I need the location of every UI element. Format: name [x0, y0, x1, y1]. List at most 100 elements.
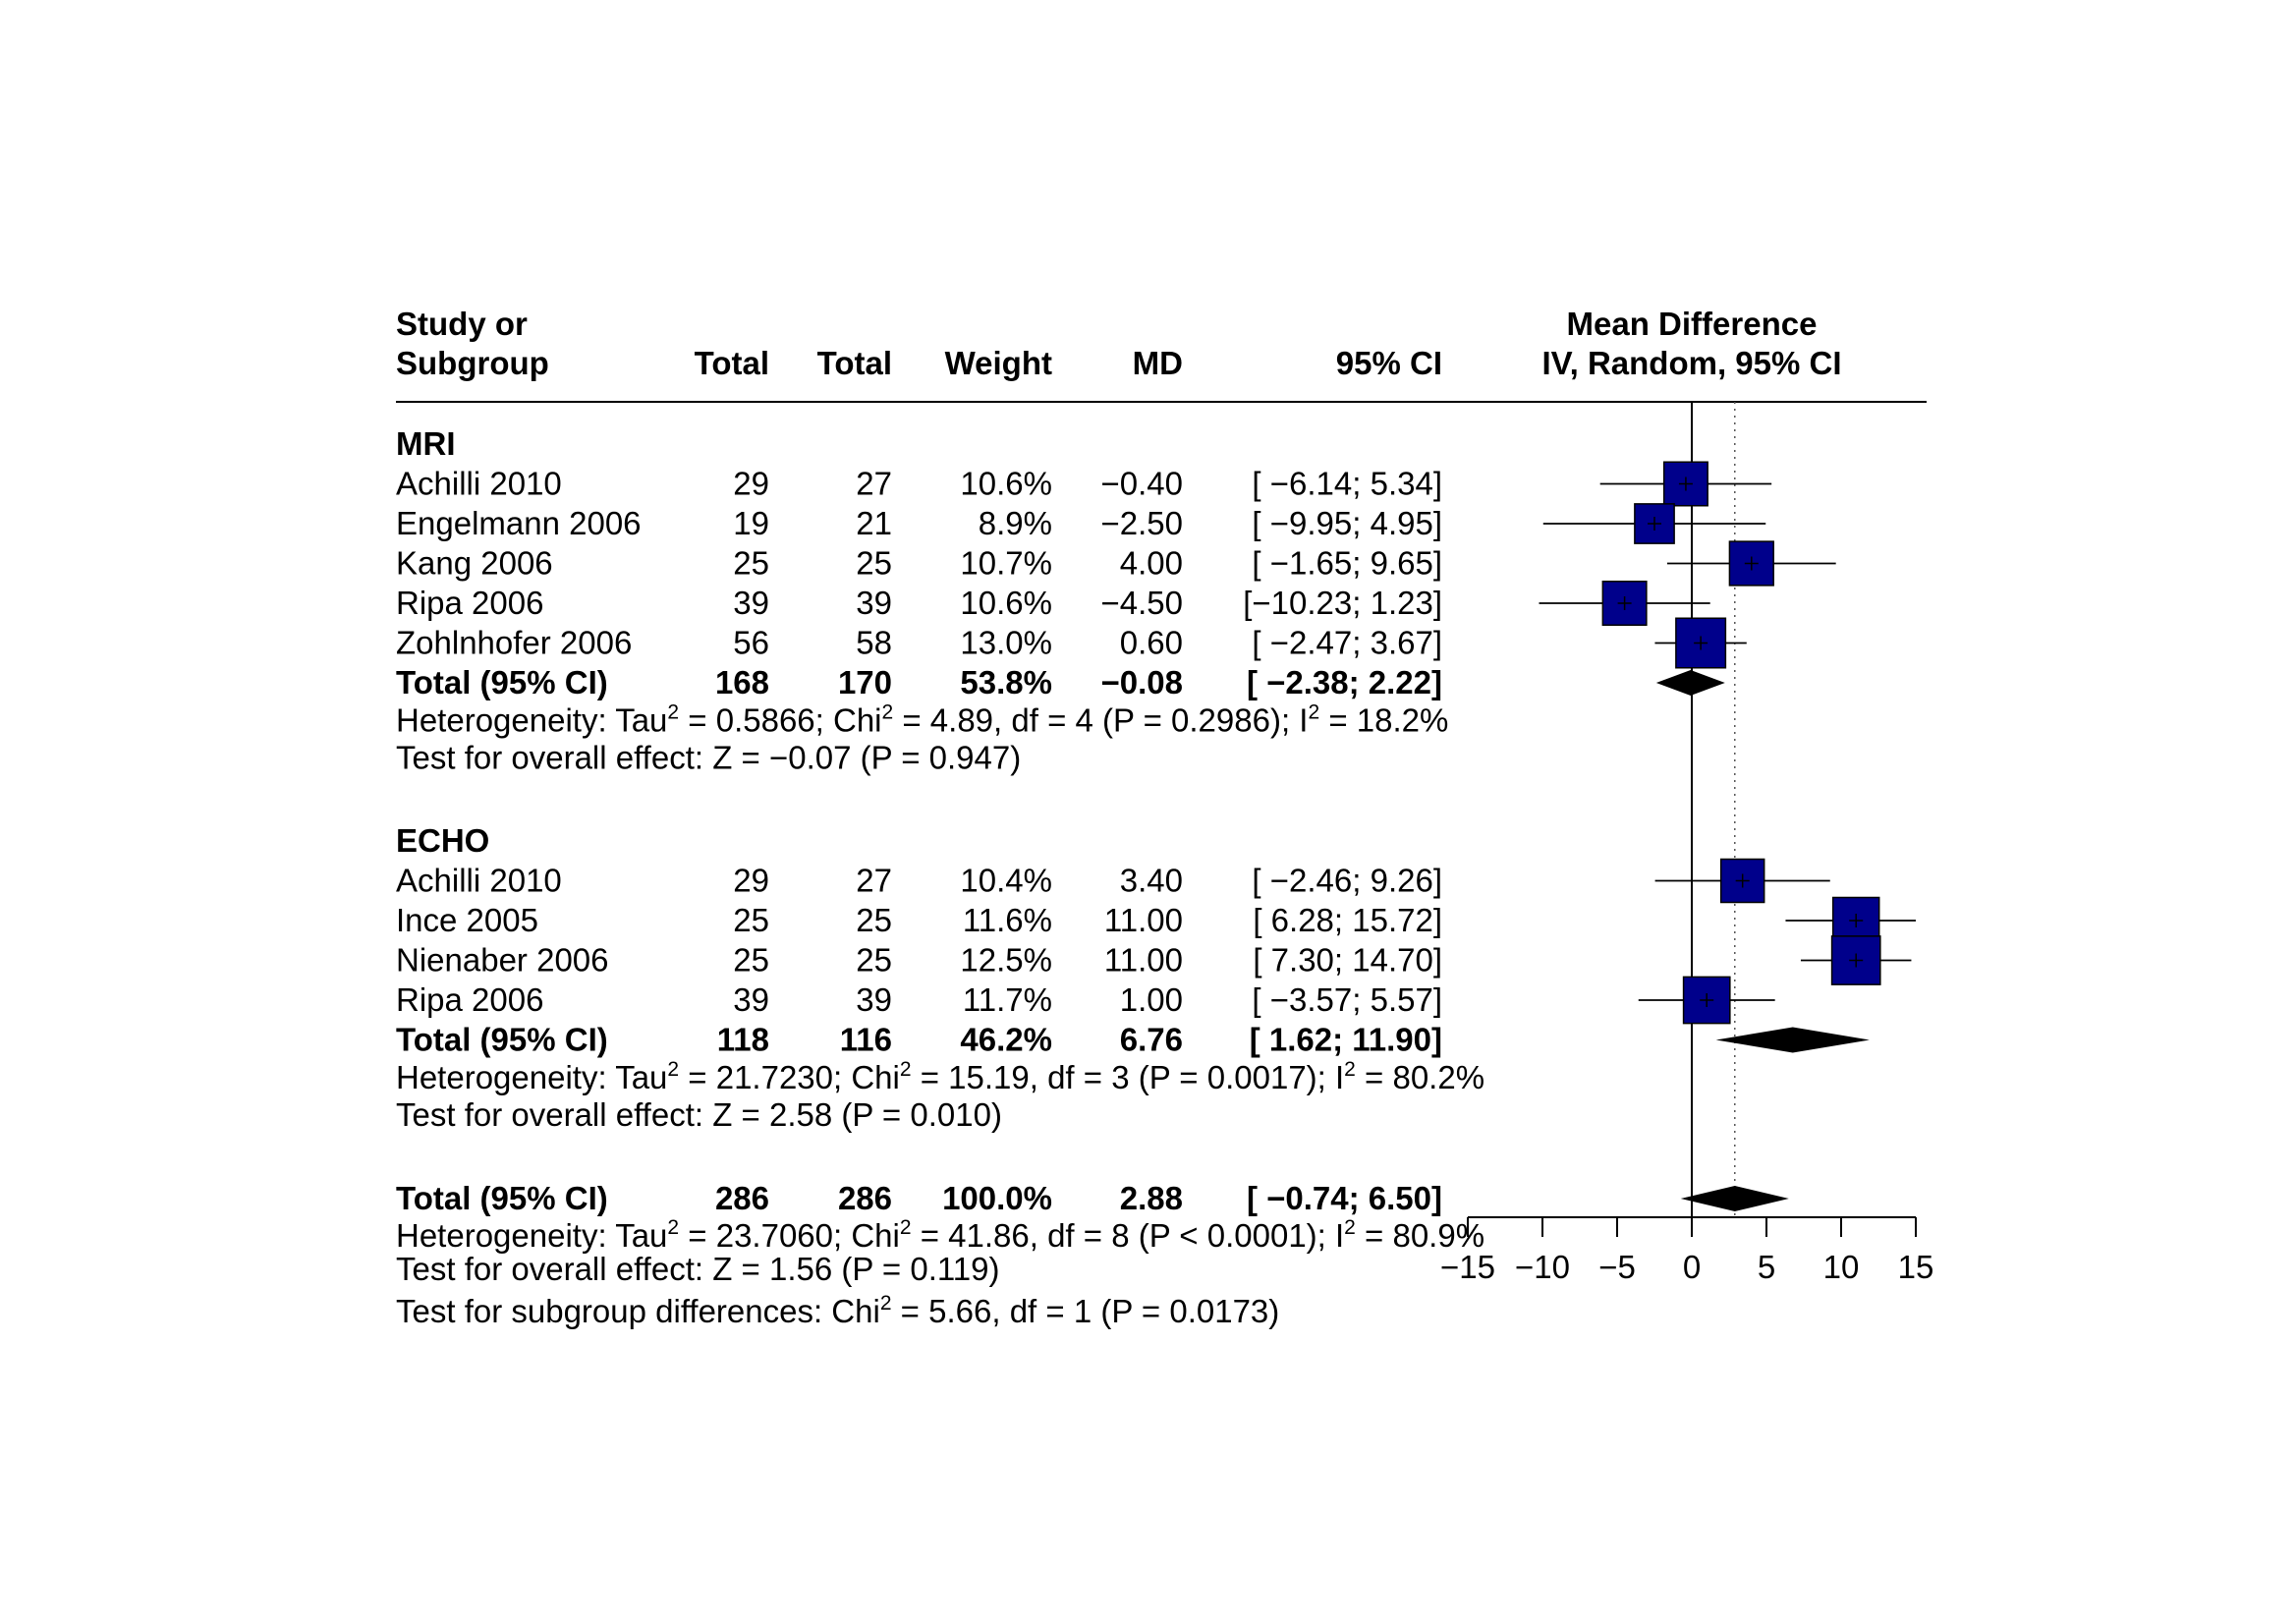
subgroup-echo-study-2-n-ctrl: 25 — [856, 902, 892, 938]
subgroup-echo-study-4-n-exp: 39 — [733, 981, 769, 1018]
subgroup-echo-study-3-n-ctrl: 25 — [856, 942, 892, 979]
x-tick-label-1: −10 — [1515, 1249, 1570, 1285]
subgroup-echo-total-diamond — [1715, 1027, 1870, 1053]
overall-total-ci: [ −0.74; 6.50] — [1247, 1180, 1442, 1216]
x-tick-label-0: −15 — [1440, 1249, 1495, 1285]
subgroup-mri-study-4-ci: [−10.23; 1.23] — [1243, 585, 1442, 621]
subgroup-echo-study-2-n-exp: 25 — [733, 902, 769, 938]
subgroup-echo-heterogeneity: Heterogeneity: Tau2 = 21.7230; Chi2 = 15… — [396, 1058, 1484, 1095]
x-tick-label-2: −5 — [1598, 1249, 1636, 1285]
subgroup-mri-total-n-exp: 168 — [715, 664, 769, 700]
overall-heterogeneity: Heterogeneity: Tau2 = 23.7060; Chi2 = 41… — [396, 1216, 1484, 1254]
subgroup-echo-study-2-label: Ince 2005 — [396, 902, 538, 938]
subgroup-echo-study-1-md: 3.40 — [1120, 863, 1183, 899]
subgroup-mri-study-1-n-ctrl: 27 — [856, 466, 892, 502]
subgroup-echo-study-4-n-ctrl: 39 — [856, 981, 892, 1018]
subgroup-echo-overall-effect: Test for overall effect: Z = 2.58 (P = 0… — [396, 1096, 1002, 1133]
subgroup-mri-study-4-weight: 10.6% — [960, 585, 1052, 621]
subgroup-mri-total-md: −0.08 — [1101, 664, 1184, 700]
subgroup-mri-study-4-label: Ripa 2006 — [396, 585, 543, 621]
subgroup-mri-study-2-n-exp: 19 — [733, 505, 769, 541]
header-total-ctrl: Total — [817, 345, 892, 381]
subgroup-mri-study-2-md: −2.50 — [1101, 505, 1184, 541]
subgroup-echo-study-1-weight: 10.4% — [960, 863, 1052, 899]
subgroup-echo-total-md: 6.76 — [1120, 1022, 1183, 1058]
subgroup-mri-study-5-md: 0.60 — [1120, 625, 1183, 661]
subgroup-echo-study-4-md: 1.00 — [1120, 981, 1183, 1018]
subgroup-mri-study-3-n-ctrl: 25 — [856, 545, 892, 582]
header-total-exp: Total — [695, 345, 769, 381]
subgroup-echo-study-4-weight: 11.7% — [963, 981, 1052, 1018]
subgroup-echo-study-1-n-exp: 29 — [733, 863, 769, 899]
subgroup-mri-study-3-ci: [ −1.65; 9.65] — [1252, 545, 1442, 582]
subgroup-echo-study-1-ci: [ −2.46; 9.26] — [1252, 863, 1442, 899]
subgroup-mri-study-2-n-ctrl: 21 — [856, 505, 892, 541]
subgroup-mri-study-1-weight: 10.6% — [960, 466, 1052, 502]
subgroup-mri-study-5-square — [1675, 617, 1727, 669]
subgroup-echo-total-ci: [ 1.62; 11.90] — [1250, 1022, 1442, 1058]
subgroup-mri-study-5-weight: 13.0% — [960, 625, 1052, 661]
subgroup-mri-study-4-md: −4.50 — [1101, 585, 1184, 621]
subgroup-mri-total-label: Total (95% CI) — [396, 664, 608, 700]
subgroup-echo-study-2-md: 11.00 — [1104, 902, 1183, 938]
subgroup-echo-study-1-n-ctrl: 27 — [856, 863, 892, 899]
overall-total-diamond — [1680, 1186, 1789, 1211]
subgroup-echo-study-3-ci: [ 7.30; 14.70] — [1253, 942, 1442, 979]
subgroup-echo-study-4-label: Ripa 2006 — [396, 981, 543, 1018]
header-study-line1: Study or — [396, 306, 528, 342]
subgroup-echo-total-n-ctrl: 116 — [840, 1022, 892, 1058]
subgroup-mri-study-1-n-exp: 29 — [733, 466, 769, 502]
subgroup-echo-study-2-weight: 11.6% — [963, 902, 1052, 938]
subgroup-echo-title: ECHO — [396, 822, 489, 859]
header-md: MD — [1133, 345, 1183, 381]
subgroup-mri-study-3-label: Kang 2006 — [396, 545, 553, 582]
overall-total-label: Total (95% CI) — [396, 1180, 608, 1216]
subgroup-mri-study-4-n-exp: 39 — [733, 585, 769, 621]
subgroup-mri-overall-effect: Test for overall effect: Z = −0.07 (P = … — [396, 740, 1021, 776]
subgroup-mri-study-3-md: 4.00 — [1120, 545, 1183, 582]
subgroup-mri-study-4-n-ctrl: 39 — [856, 585, 892, 621]
subgroup-mri-study-5-n-ctrl: 58 — [856, 625, 892, 661]
subgroup-mri-study-2-ci: [ −9.95; 4.95] — [1252, 505, 1442, 541]
subgroup-echo-total-n-exp: 118 — [717, 1022, 769, 1058]
subgroup-echo-study-3-weight: 12.5% — [960, 942, 1052, 979]
subgroup-mri-study-3-n-exp: 25 — [733, 545, 769, 582]
subgroup-mri-study-5-label: Zohlnhofer 2006 — [396, 625, 632, 661]
subgroup-mri-study-2-label: Engelmann 2006 — [396, 505, 642, 541]
subgroup-mri-total-ci: [ −2.38; 2.22] — [1247, 664, 1442, 700]
x-tick-label-3: 0 — [1683, 1249, 1701, 1285]
subgroup-mri-heterogeneity: Heterogeneity: Tau2 = 0.5866; Chi2 = 4.8… — [396, 701, 1448, 739]
subgroup-mri-title: MRI — [396, 425, 456, 462]
x-tick-label-6: 15 — [1898, 1249, 1934, 1285]
header-plot-line2: IV, Random, 95% CI — [1541, 345, 1841, 381]
subgroup-mri-study-1-ci: [ −6.14; 5.34] — [1252, 466, 1442, 502]
subgroup-echo-study-1-label: Achilli 2010 — [396, 863, 562, 899]
subgroup-differences: Test for subgroup differences: Chi2 = 5.… — [396, 1292, 1279, 1329]
subgroup-echo-study-3-label: Nienaber 2006 — [396, 942, 609, 979]
overall-total-n-ctrl: 286 — [838, 1180, 892, 1216]
subgroup-mri-study-5-ci: [ −2.47; 3.67] — [1252, 625, 1442, 661]
subgroup-mri-total-n-ctrl: 170 — [838, 664, 892, 700]
overall-total-weight: 100.0% — [942, 1180, 1052, 1216]
subgroup-mri-total-diamond — [1655, 670, 1725, 696]
subgroup-mri-study-3-weight: 10.7% — [960, 545, 1052, 582]
subgroup-echo-study-3-n-exp: 25 — [733, 942, 769, 979]
subgroup-echo-study-3-md: 11.00 — [1104, 942, 1183, 979]
x-tick-label-5: 10 — [1823, 1249, 1860, 1285]
subgroup-mri-total-weight: 53.8% — [960, 664, 1052, 700]
subgroup-mri-study-1-md: −0.40 — [1101, 466, 1184, 502]
subgroup-echo-total-label: Total (95% CI) — [396, 1022, 608, 1058]
overall-total-n-exp: 286 — [715, 1180, 769, 1216]
subgroup-mri-study-5-n-exp: 56 — [733, 625, 769, 661]
overall-total-md: 2.88 — [1120, 1180, 1183, 1216]
overall-effect: Test for overall effect: Z = 1.56 (P = 0… — [396, 1251, 1000, 1287]
x-tick-label-4: 5 — [1758, 1249, 1775, 1285]
header-study-line2: Subgroup — [396, 345, 549, 381]
header-weight: Weight — [945, 345, 1052, 381]
subgroup-mri-study-1-label: Achilli 2010 — [396, 466, 562, 502]
subgroup-echo-study-2-ci: [ 6.28; 15.72] — [1253, 902, 1442, 938]
header-ci: 95% CI — [1336, 345, 1442, 381]
subgroup-echo-study-4-ci: [ −3.57; 5.57] — [1252, 981, 1442, 1018]
subgroup-mri-study-2-weight: 8.9% — [979, 505, 1052, 541]
